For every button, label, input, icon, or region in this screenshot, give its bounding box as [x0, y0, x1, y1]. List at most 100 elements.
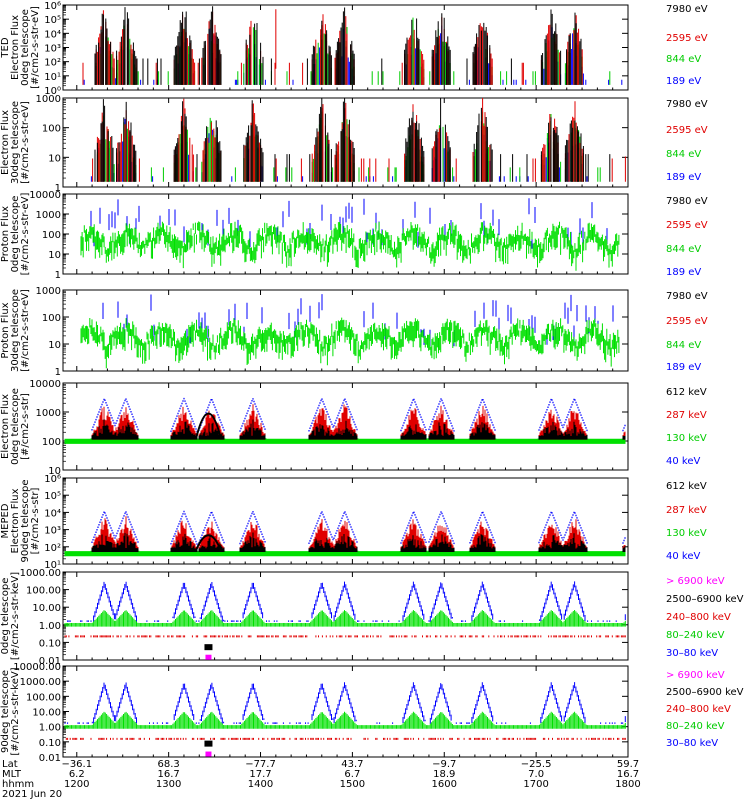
legend-entry: 2595 eV [666, 316, 708, 327]
x-tick-label-mlt: 18.9 [433, 769, 455, 780]
x-tick-label-hhmm: 1700 [523, 779, 548, 790]
y-tick-label: 1000 [36, 210, 61, 221]
legend-entry: 7980 eV [666, 196, 708, 207]
legend-entry: 80–240 keV [666, 630, 725, 641]
y-axis-label-line: Electron Flux [10, 488, 21, 553]
trace-black [91, 419, 626, 440]
y-axis-label-line: 0deg telescope [20, 9, 31, 86]
legend-entry: 30–80 keV [666, 738, 718, 749]
y-tick-label: 10 [48, 466, 61, 477]
trace-red [64, 635, 626, 638]
y-axis-label-line: 90deg telescope [20, 479, 31, 562]
y-tick-label: 0.01 [39, 656, 61, 667]
y-axis-label-line: [#/cm2-s-str-eV] [20, 193, 31, 276]
x-tick-label-lat: −25.5 [521, 759, 552, 770]
y-tick-label: 10000 [29, 190, 61, 201]
data-traces [64, 510, 626, 557]
burst-magenta [630, 752, 636, 757]
x-tick-label-hhmm: 1500 [340, 779, 365, 790]
peak [195, 534, 222, 550]
y-tick-label: 10¹ [44, 72, 61, 83]
data-traces [80, 198, 620, 271]
legend-entry: 844 eV [666, 54, 701, 65]
y-tick-label: 10 [48, 250, 61, 261]
y-tick-label: 1 [55, 270, 61, 281]
peak [195, 412, 222, 438]
y-axis-label-line: 0deg telescope [0, 578, 11, 655]
burst-magenta [630, 655, 636, 660]
panel-meped-proton-90deg: 0.01 0.10 1.00 10.00 100.00 1000.00 10000.0090… [0, 662, 744, 764]
y-axis-label-line: [#/cm2-s-str] [20, 393, 31, 460]
y-tick-label: 1.00 [39, 621, 61, 632]
legend-entry: 612 keV [666, 387, 707, 398]
legend-entry: 40 keV [666, 551, 700, 562]
trace-green [80, 317, 620, 369]
data-traces [64, 682, 637, 757]
legend-entry: 287 keV [666, 410, 707, 421]
y-tick-label: 10² [44, 543, 61, 554]
y-axis-label-line: 0deg telescope [10, 196, 21, 273]
x-tick-label-mlt: 6.2 [69, 769, 85, 780]
y-tick-label: 10⁴ [44, 29, 61, 40]
y-tick-label: 1000 [36, 94, 61, 105]
x-row-label-lat: Lat [2, 759, 18, 770]
legend-entry: 189 eV [666, 172, 701, 183]
x-tick-label-lat: −36.1 [61, 759, 92, 770]
legend-entry: 844 eV [666, 149, 701, 160]
x-tick-label-lat: 68.3 [158, 759, 180, 770]
legend-entry: 240–800 keV [666, 612, 731, 623]
y-tick-label: 100.00 [26, 586, 61, 597]
y-axis-label-line: [#/cm2-s-str-eV] [20, 289, 31, 372]
x-tick-label-hhmm: 1800 [615, 779, 640, 790]
legend-entry: 30–80 keV [666, 648, 718, 659]
legend-entry: 2500–6900 keV [666, 594, 744, 605]
y-tick-label: 10³ [44, 44, 61, 55]
legend-entry: 2595 eV [666, 125, 708, 136]
panel-frame [62, 97, 629, 188]
legend-entry: 130 keV [666, 528, 707, 539]
y-tick-label: 10⁶ [44, 474, 61, 485]
trace-3 [94, 98, 611, 182]
y-axis-label-line: 0deg telescope [10, 388, 21, 465]
legend-entry: 130 keV [666, 433, 707, 444]
legend-entry: 189 eV [666, 267, 701, 278]
y-tick-label: 10000.00 [13, 662, 61, 673]
data-traces [64, 397, 626, 444]
y-tick-label: 10⁵ [44, 491, 61, 502]
y-tick-label: 0.01 [39, 753, 61, 764]
panel-ted-proton-30deg: 1 10 100 1000 Proton Flux 30deg telescope [#/c… [0, 286, 708, 378]
y-tick-label: 100 [42, 313, 61, 324]
x-tick-label-mlt: 16.7 [617, 769, 639, 780]
y-tick-label: 1000.00 [20, 568, 61, 579]
burst-magenta [205, 654, 212, 660]
legend-entry: 287 keV [666, 505, 707, 516]
y-tick-label: 10¹ [44, 560, 61, 571]
y-tick-label: 1000 [36, 408, 61, 419]
y-tick-label: 100 [42, 124, 61, 135]
panel-ted-electron-30deg: 1 10 100 1000 Electron Flux 30deg telescope [#… [0, 94, 708, 194]
y-axis-label-line: Electron Flux [0, 394, 11, 459]
data-traces [64, 581, 636, 660]
y-tick-label: 1.00 [39, 723, 61, 734]
burst-black [629, 741, 637, 747]
y-tick-label: 100 [42, 230, 61, 241]
y-axis-label-line: Electron Flux [10, 15, 21, 80]
trace-3 [94, 6, 582, 85]
trace-blue [91, 510, 626, 545]
legend-entry: 844 eV [666, 244, 701, 255]
x-tick-label-lat: 43.7 [341, 759, 363, 770]
y-axis-label-line: Electron Flux [0, 110, 11, 175]
y-tick-label: 10.00 [32, 603, 61, 614]
legend-entry: 189 eV [666, 76, 701, 87]
x-tick-label-lat: 59.7 [617, 759, 639, 770]
legend-entry: 80–240 keV [666, 721, 725, 732]
y-tick-label: 10² [44, 58, 61, 69]
y-tick-label: 1000 [36, 286, 61, 297]
x-row-label-hhmm: hhmm [2, 779, 34, 790]
panel-meped-electron-0deg: 10 100 1000 10000 Electron Flux 0deg telescop… [0, 379, 707, 477]
legend-entry: 844 eV [666, 340, 701, 351]
y-axis-label-line: [#/cm2-s-str-keV] [10, 572, 21, 660]
x-tick-label-hhmm: 1300 [156, 779, 181, 790]
trace-blue [102, 294, 614, 347]
